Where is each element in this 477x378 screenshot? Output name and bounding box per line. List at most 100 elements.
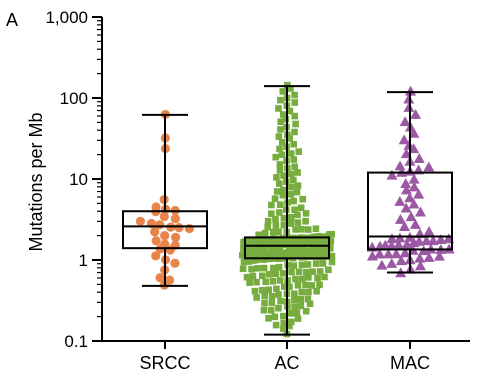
mac-point: [394, 195, 406, 206]
srcc-point: [184, 223, 195, 234]
mac-point: [393, 239, 405, 250]
ac-point: [294, 169, 301, 176]
ac-point: [312, 260, 320, 267]
ac-point: [275, 209, 283, 216]
ac-point: [291, 206, 298, 213]
ac-point: [292, 252, 300, 260]
box-whiskers: [122, 85, 453, 336]
ac-point: [276, 161, 284, 168]
ac-point: [273, 174, 280, 181]
ac-point: [286, 107, 294, 115]
ac-point: [277, 126, 284, 133]
ac-point: [245, 258, 253, 265]
ac-point: [312, 225, 320, 233]
ac-point: [261, 299, 268, 307]
ac-point: [287, 248, 295, 256]
ac-point: [260, 306, 268, 314]
mac-point: [413, 188, 425, 199]
mac-point: [394, 213, 406, 224]
ac-point: [303, 268, 310, 276]
iqr-box: [122, 210, 208, 250]
ac-point: [297, 295, 305, 303]
ac-point: [254, 264, 261, 272]
ac-point: [292, 120, 299, 128]
ac-point: [243, 273, 251, 281]
mac-point: [408, 181, 420, 192]
ac-point: [294, 315, 302, 322]
mac-point: [394, 160, 406, 171]
srcc-point: [159, 211, 169, 222]
mac-point: [433, 250, 445, 261]
mac-point: [408, 127, 420, 138]
mac-point: [427, 235, 439, 246]
ac-point: [305, 274, 312, 281]
mac-point: [405, 211, 417, 222]
ac-point: [277, 96, 284, 104]
mac-point: [386, 257, 398, 268]
ac-point: [251, 287, 259, 295]
ac-point: [304, 226, 312, 233]
mac-point: [413, 153, 425, 163]
ac-point: [294, 281, 302, 289]
ac-point: [306, 247, 314, 254]
ac-point: [275, 180, 283, 187]
ac-point: [295, 268, 303, 276]
ac-point: [275, 304, 282, 312]
mac-point: [395, 255, 407, 266]
ac-point: [305, 288, 312, 296]
mac-point: [386, 169, 398, 180]
ac-point: [261, 229, 269, 237]
ac-point: [313, 252, 321, 260]
mac-point: [414, 260, 426, 271]
ac-point: [291, 290, 298, 298]
ac-point: [272, 216, 279, 223]
ac-point: [328, 252, 336, 260]
srcc-point: [151, 236, 161, 246]
ac-point: [268, 292, 276, 300]
x-axis: SRCC AC MAC: [102, 340, 470, 373]
ac-point: [269, 228, 277, 236]
ac-point: [298, 275, 306, 283]
mac-point: [423, 161, 435, 172]
ac-point: [265, 286, 272, 294]
ac-point: [268, 299, 276, 307]
mac-point: [423, 252, 435, 262]
y-tick-label: 10: [69, 170, 88, 189]
mac-point: [415, 206, 427, 217]
mac-point: [408, 198, 420, 209]
ac-point: [291, 303, 298, 311]
ac-point: [280, 319, 288, 327]
ac-point: [291, 99, 299, 106]
ac-point: [299, 247, 307, 255]
y-tick-label: 1: [79, 251, 88, 270]
ac-point: [277, 297, 284, 305]
ac-point: [319, 260, 327, 267]
ac-point: [290, 197, 297, 205]
ac-point: [272, 222, 280, 229]
ac-point: [287, 213, 295, 221]
mac-point: [404, 192, 416, 203]
srcc-point: [174, 223, 184, 233]
ac-point: [293, 188, 301, 196]
ac-point: [287, 318, 295, 326]
mac-point: [403, 93, 415, 104]
mac-point: [413, 235, 425, 246]
ac-point: [302, 217, 309, 225]
ac-point: [264, 223, 271, 231]
mac-point: [408, 173, 420, 184]
y-tick-label: 1,000: [45, 8, 88, 27]
ac-point: [294, 182, 302, 189]
ac-point: [328, 258, 336, 266]
ac-point: [253, 278, 260, 286]
ac-point: [291, 91, 298, 99]
ac-point: [281, 283, 288, 290]
ac-point: [280, 325, 287, 332]
mac-point: [435, 234, 447, 244]
ac-point: [268, 201, 275, 209]
iqr-box: [367, 171, 453, 251]
ac-point: [275, 263, 283, 271]
mac-point: [400, 178, 412, 188]
ac-point: [287, 191, 295, 198]
mac-point: [399, 221, 411, 231]
